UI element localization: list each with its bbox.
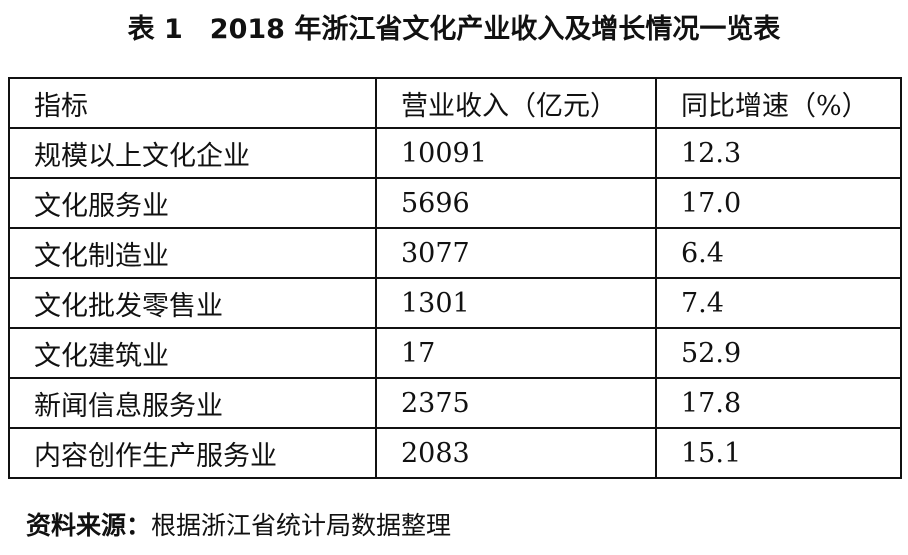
table-cell: 文化服务业 xyxy=(8,177,377,229)
table-cell: 2083 xyxy=(375,427,657,479)
header-cell: 同比增速（%） xyxy=(655,77,902,129)
table-cell: 7.4 xyxy=(655,277,902,329)
header-row: 指标 营业收入（亿元） 同比增速（%） xyxy=(8,77,902,129)
table-cell: 规模以上文化企业 xyxy=(8,127,377,179)
table-cell: 文化建筑业 xyxy=(8,327,377,379)
table-cell: 5696 xyxy=(375,177,657,229)
table-row: 文化制造业 3077 6.4 xyxy=(8,227,902,279)
table-header: 指标 营业收入（亿元） 同比增速（%） xyxy=(8,77,902,129)
table-cell: 17 xyxy=(375,327,657,379)
source-text: 根据浙江省统计局数据整理 xyxy=(151,511,452,540)
table-title: 表 1 2018 年浙江省文化产业收入及增长情况一览表 xyxy=(127,14,781,45)
table-cell: 文化制造业 xyxy=(8,227,377,279)
table-cell: 15.1 xyxy=(655,427,902,479)
table-cell: 文化批发零售业 xyxy=(8,277,377,329)
source-label: 资料来源： xyxy=(26,511,152,540)
table-cell: 12.3 xyxy=(655,127,902,179)
table-row: 文化服务业 5696 17.0 xyxy=(8,177,902,229)
table-row: 文化批发零售业 1301 7.4 xyxy=(8,277,902,329)
table-cell: 1301 xyxy=(375,277,657,329)
table-cell: 3077 xyxy=(375,227,657,279)
table-body: 规模以上文化企业 10091 12.3 文化服务业 5696 17.0 文化制造业 3077 6… xyxy=(8,127,902,479)
table-row: 规模以上文化企业 10091 12.3 xyxy=(8,127,902,179)
header-cell: 营业收入（亿元） xyxy=(375,77,657,129)
header-cell: 指标 xyxy=(8,77,377,129)
table-cell: 52.9 xyxy=(655,327,902,379)
table-cell: 6.4 xyxy=(655,227,902,279)
table-cell: 新闻信息服务业 xyxy=(8,377,377,429)
table-cell: 10091 xyxy=(375,127,657,179)
table-cell: 内容创作生产服务业 xyxy=(8,427,377,479)
table-row: 新闻信息服务业 2375 17.8 xyxy=(8,377,902,429)
data-table: 指标 营业收入（亿元） 同比增速（%） 规模以上文化企业 10091 12.3 文化服务业… xyxy=(8,77,902,479)
table-cell: 17.0 xyxy=(655,177,902,229)
table-row: 内容创作生产服务业 2083 15.1 xyxy=(8,427,902,479)
table-cell: 2375 xyxy=(375,377,657,429)
source-note: 资料来源：根据浙江省统计局数据整理 xyxy=(26,508,451,544)
table-cell: 17.8 xyxy=(655,377,902,429)
table-row: 文化建筑业 17 52.9 xyxy=(8,327,902,379)
